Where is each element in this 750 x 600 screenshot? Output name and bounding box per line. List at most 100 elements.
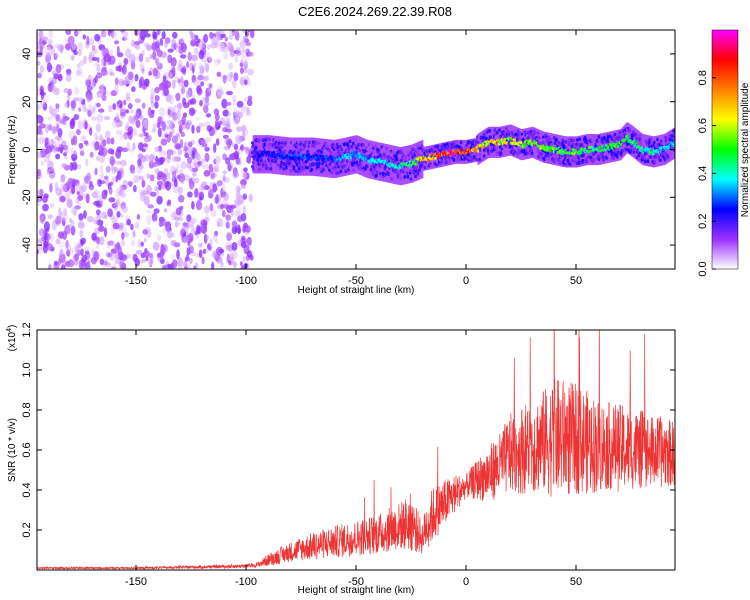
noise-blob [70, 219, 75, 229]
noise-blob [95, 102, 101, 108]
noise-blob [87, 260, 91, 265]
noise-blob [133, 116, 139, 123]
noise-blob [213, 163, 220, 173]
noise-blob [219, 190, 225, 198]
noise-blob [91, 232, 97, 241]
noise-blob [75, 183, 82, 192]
noise-blob [239, 261, 243, 267]
noise-blob [241, 48, 247, 53]
noise-blob [194, 231, 198, 236]
noise-blob [46, 62, 53, 73]
noise-blob [241, 124, 247, 132]
noise-blob [230, 208, 234, 217]
noise-blob [158, 184, 162, 191]
noise-blob [104, 130, 111, 140]
noise-blob [123, 232, 130, 238]
noise-blob [237, 186, 242, 192]
noise-blob [167, 108, 171, 116]
noise-blob [188, 245, 194, 254]
noise-blob [61, 264, 66, 269]
noise-blob [207, 82, 214, 91]
noise-blob [133, 41, 141, 46]
noise-blob [169, 121, 175, 130]
noise-blob [63, 87, 69, 94]
noise-blob [234, 54, 239, 63]
noise-blob [64, 144, 69, 154]
noise-blob [70, 247, 74, 255]
noise-blob [118, 64, 123, 73]
noise-blob [51, 221, 57, 231]
noise-blob [153, 208, 160, 214]
noise-blob [201, 256, 205, 265]
noise-blob [195, 200, 203, 211]
noise-blob [94, 49, 98, 55]
noise-blob [156, 30, 161, 36]
noise-blob [161, 115, 165, 123]
noise-blob [151, 128, 156, 134]
noise-blob [70, 225, 76, 236]
noise-blob [128, 147, 136, 153]
noise-blob [211, 251, 218, 259]
noise-blob [85, 78, 90, 87]
noise-blob [48, 264, 52, 269]
noise-blob [134, 98, 141, 103]
noise-blob [105, 177, 109, 186]
noise-blob [187, 232, 194, 243]
noise-blob [240, 240, 247, 249]
noise-blob [220, 261, 224, 268]
noise-blob [66, 70, 72, 76]
noise-blob [224, 136, 232, 147]
noise-blob [48, 167, 55, 172]
noise-blob [109, 72, 115, 76]
noise-blob [77, 96, 84, 102]
noise-blob [183, 174, 191, 181]
noise-blob [153, 31, 158, 40]
noise-blob [39, 45, 43, 55]
noise-blob [58, 144, 64, 153]
noise-blob [138, 114, 144, 120]
noise-blob [198, 64, 204, 71]
noise-blob [51, 126, 58, 133]
noise-blob [224, 36, 229, 42]
noise-blob [236, 224, 241, 235]
noise-blob [247, 250, 252, 258]
noise-blob [182, 231, 186, 237]
noise-blob [94, 132, 98, 141]
spectrogram-image [37, 30, 675, 269]
noise-blob [225, 221, 230, 229]
ridge-point [672, 141, 675, 145]
noise-blob [222, 199, 229, 205]
noise-blob [243, 106, 249, 111]
noise-blob [188, 107, 196, 116]
noise-blob [172, 31, 178, 39]
noise-blob [226, 253, 230, 263]
noise-blob [97, 142, 104, 147]
noise-blob [232, 250, 238, 260]
noise-blob [190, 39, 197, 47]
noise-blob [209, 238, 213, 247]
noise-blob [107, 148, 115, 155]
noise-blob [246, 99, 253, 107]
noise-blob [37, 116, 43, 124]
noise-blob [222, 134, 229, 139]
noise-blob [167, 199, 172, 205]
noise-blob [237, 194, 244, 205]
noise-blob [154, 101, 159, 109]
signal-blob [412, 171, 416, 175]
noise-blob [145, 156, 150, 162]
noise-blob [189, 164, 194, 173]
noise-blob [98, 145, 104, 153]
noise-blob [45, 46, 52, 57]
noise-blob [190, 176, 194, 187]
noise-blob [203, 75, 209, 81]
noise-blob [100, 30, 107, 38]
noise-blob [119, 166, 124, 175]
noise-blob [215, 255, 223, 264]
noise-blob [175, 221, 181, 227]
noise-blob [188, 178, 193, 184]
noise-blob [241, 106, 246, 114]
noise-blob [176, 249, 180, 260]
noise-blob [160, 245, 166, 254]
noise-blob [150, 100, 155, 108]
noise-blob [187, 146, 191, 155]
